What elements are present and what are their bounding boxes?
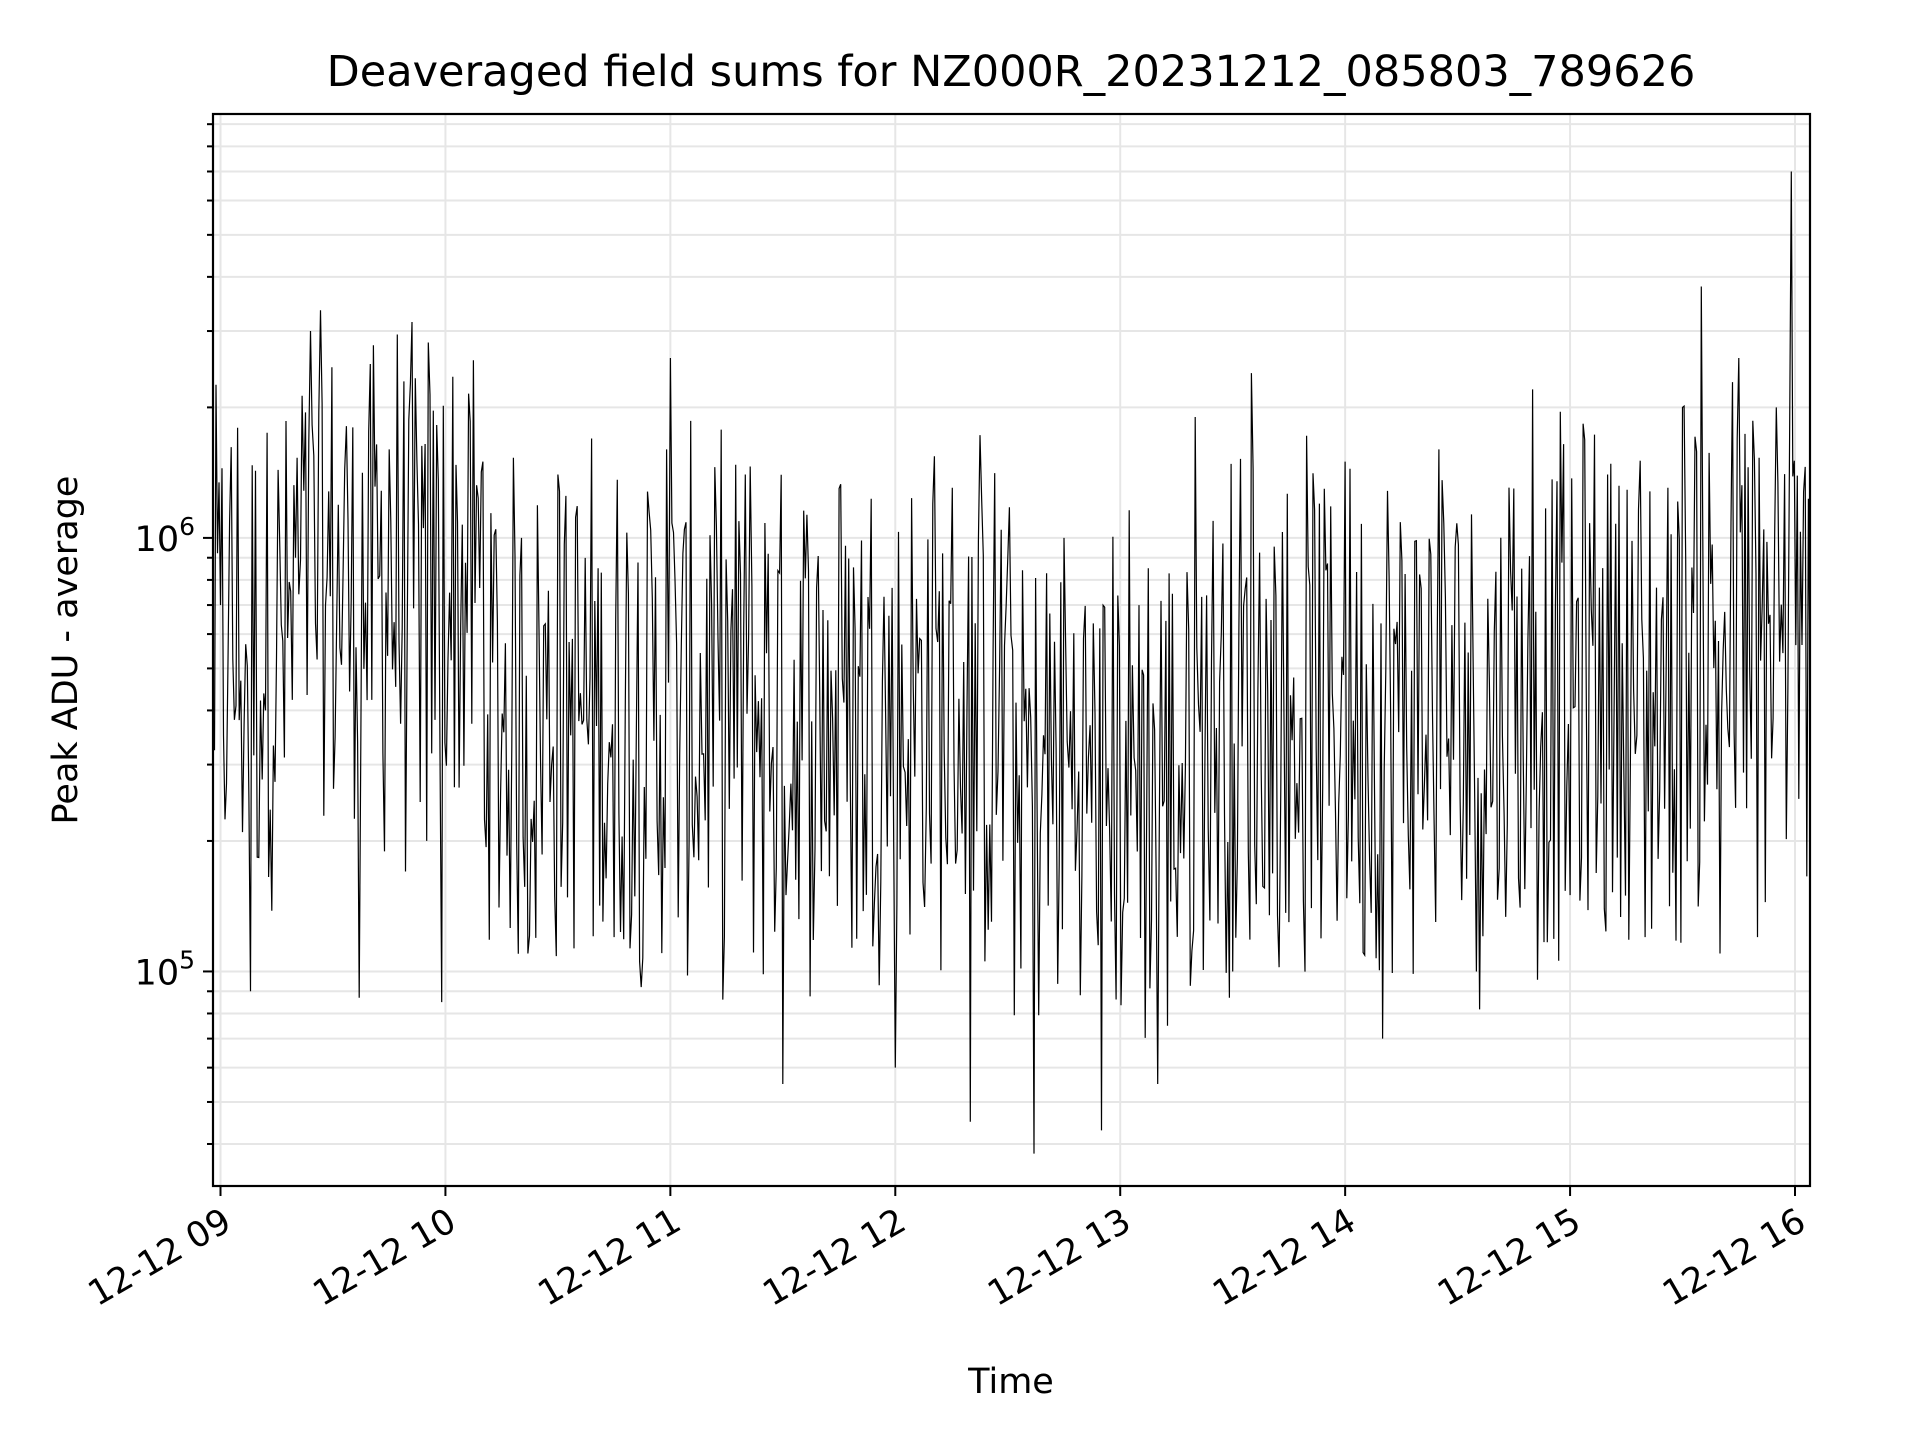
plot-frame bbox=[211, 112, 1812, 1188]
data-series bbox=[212, 171, 1811, 1154]
y-axis: 105 106 bbox=[135, 123, 213, 1145]
chart-title: Deaveraged field sums for NZ000R_2023121… bbox=[327, 47, 1696, 97]
x-axis-label: Time bbox=[967, 1362, 1054, 1402]
y-axis-label: Peak ADU - average bbox=[46, 476, 86, 825]
series-line bbox=[212, 171, 1811, 1154]
y-tick-label: 105 bbox=[135, 945, 195, 993]
y-tick-label: 106 bbox=[135, 512, 195, 560]
grid bbox=[213, 114, 1810, 1186]
